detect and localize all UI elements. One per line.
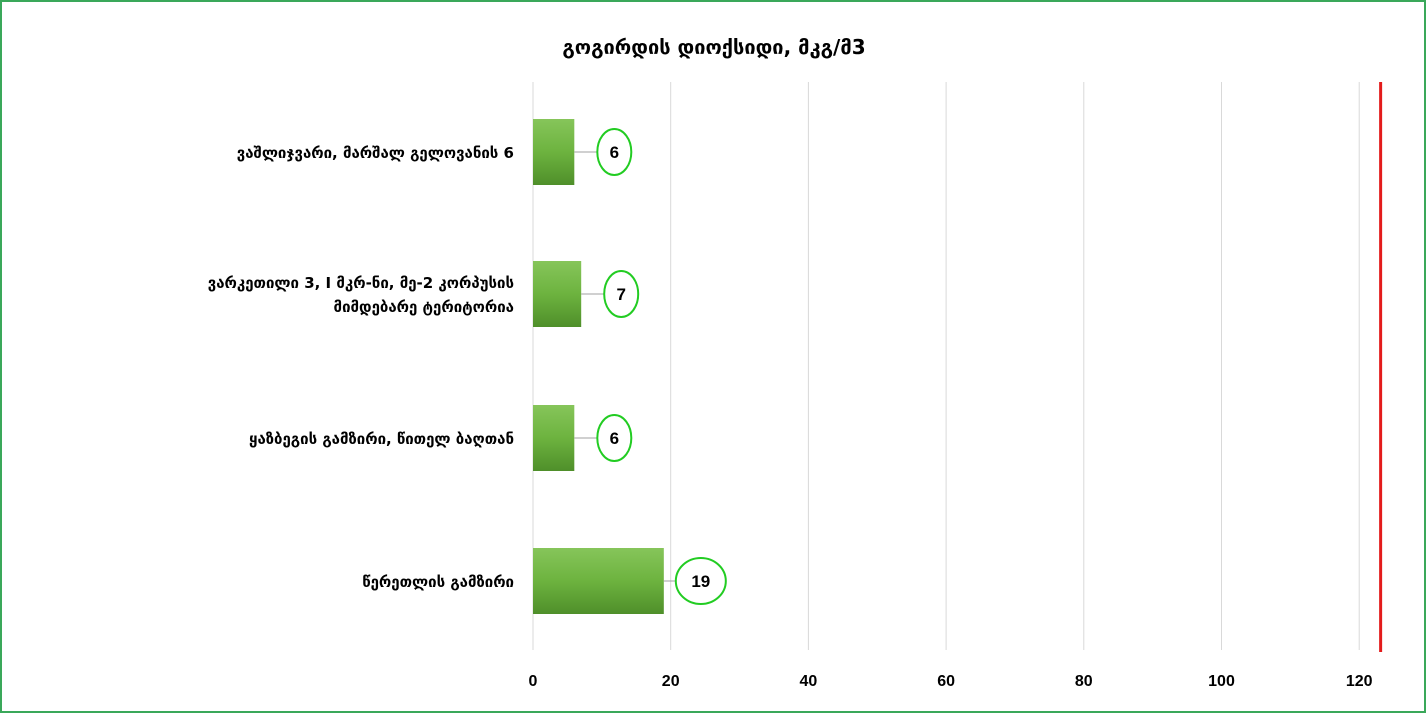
data-label: 7 (616, 285, 625, 304)
category-label: ყაზბეგის გამზირი, წითელ ბაღთან (249, 430, 514, 448)
bar (533, 119, 575, 185)
category-label: ვაშლიჯვარი, მარშალ გელოვანის 6 (237, 144, 514, 162)
data-label-ring (596, 414, 633, 462)
data-labels: 6 7 6 19 (574, 128, 727, 605)
category-label: ვარკეთილი 3, I მკრ-ნი, მე-2 კორპუსის (208, 274, 514, 292)
x-tick-label: 80 (1075, 673, 1093, 690)
category-labels: ვაშლიჯვარი, მარშალ გელოვანის 6 ვარკეთილი … (208, 144, 514, 591)
data-label-ring (603, 270, 640, 318)
bar (533, 405, 575, 471)
bars (533, 119, 664, 614)
data-label-ring (596, 128, 633, 176)
data-label: 19 (691, 572, 710, 591)
data-label: 6 (610, 143, 619, 162)
data-label-ring (674, 557, 727, 605)
category-label: წერეთლის გამზირი (362, 573, 514, 591)
x-tick-label: 60 (937, 673, 955, 690)
gridlines (532, 82, 1383, 652)
x-tick-label: 20 (662, 673, 680, 690)
x-tick-label: 100 (1208, 673, 1235, 690)
category-label: მიმდებარე ტერიტორია (334, 298, 514, 316)
data-label: 6 (610, 429, 619, 448)
x-tick-label: 40 (800, 673, 818, 690)
chart-title: გოგირდის დიოქსიდი, მკგ/მ3 (562, 35, 865, 59)
bar (533, 261, 582, 327)
x-tick-label: 0 (529, 673, 538, 690)
bar (533, 548, 664, 614)
x-tick-label: 120 (1346, 673, 1373, 690)
x-axis-ticks: 0 20 40 60 80 100 120 (529, 673, 1373, 690)
